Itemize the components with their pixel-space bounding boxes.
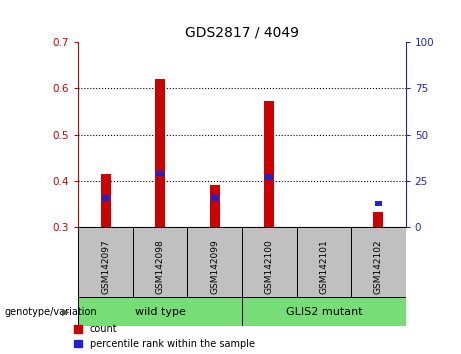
Text: GSM142102: GSM142102 [374, 239, 383, 294]
Bar [375, 201, 382, 206]
Bar [102, 195, 109, 201]
Text: wild type: wild type [135, 307, 186, 316]
Bar [296, 227, 351, 297]
Text: GSM142100: GSM142100 [265, 239, 274, 294]
Bar [373, 212, 383, 227]
Bar [188, 227, 242, 297]
Bar [78, 297, 242, 326]
Title: GDS2817 / 4049: GDS2817 / 4049 [185, 26, 299, 40]
Text: GSM142097: GSM142097 [101, 239, 110, 294]
Bar [78, 227, 133, 297]
Bar [211, 195, 219, 201]
Text: genotype/variation: genotype/variation [5, 307, 97, 316]
Text: GLIS2 mutant: GLIS2 mutant [285, 307, 362, 316]
Bar [242, 297, 406, 326]
Bar [156, 171, 164, 176]
Bar [242, 227, 296, 297]
Text: ▶: ▶ [62, 307, 69, 316]
Bar [210, 185, 219, 227]
Text: GSM142099: GSM142099 [210, 239, 219, 294]
Legend: count, percentile rank within the sample: count, percentile rank within the sample [74, 324, 254, 349]
Bar [265, 101, 274, 227]
Bar [155, 79, 165, 227]
Bar [351, 227, 406, 297]
Bar [266, 174, 273, 179]
Text: GSM142101: GSM142101 [319, 239, 328, 294]
Text: GSM142098: GSM142098 [156, 239, 165, 294]
Bar [101, 173, 111, 227]
Bar [133, 227, 188, 297]
